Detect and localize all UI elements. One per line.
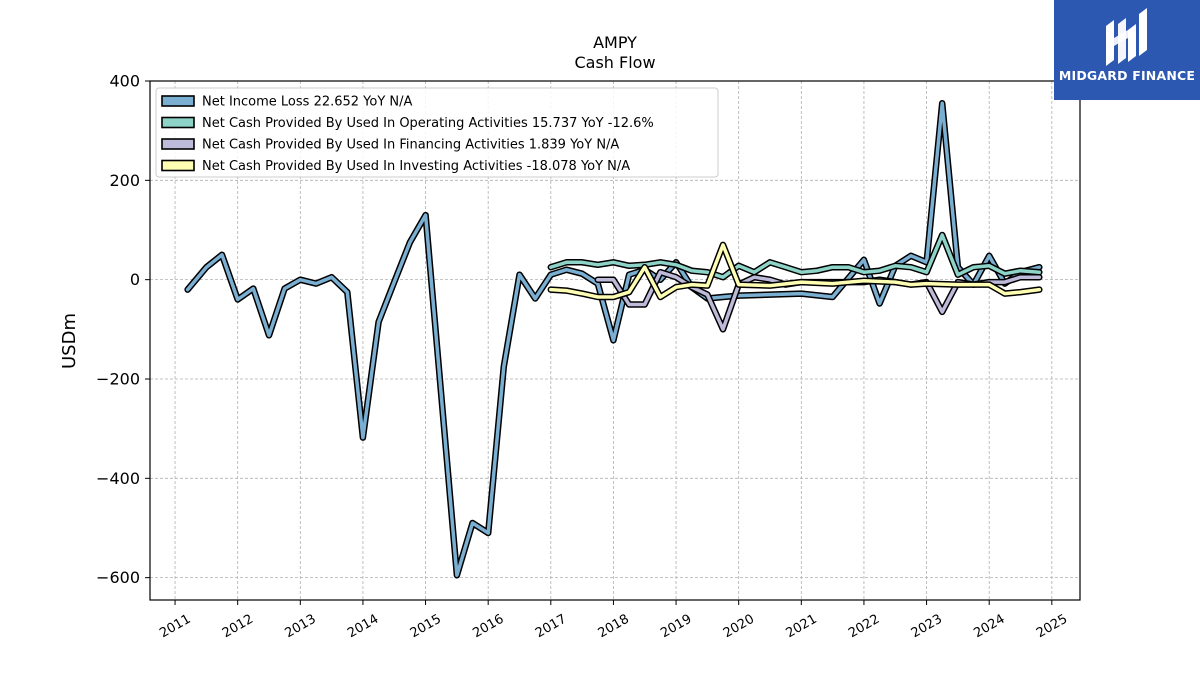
midgard-finance-logo: MIDGARD FINANCE — [1054, 0, 1200, 100]
x-tick-label: 2022 — [846, 612, 882, 642]
legend-entry: Net Income Loss 22.652 YoY N/A — [202, 95, 413, 110]
legend-box — [155, 87, 719, 178]
x-tick-label: 2021 — [783, 612, 819, 642]
legend-swatch — [161, 116, 195, 129]
x-tick-label: 2013 — [282, 612, 318, 642]
logo-text: MIDGARD FINANCE — [1058, 68, 1196, 83]
y-tick-label: −400 — [96, 469, 140, 488]
legend-swatch — [161, 95, 195, 107]
x-tick-label: 2011 — [157, 612, 193, 642]
legend-swatch — [161, 138, 195, 150]
midgard-m-logo-icon — [1106, 8, 1147, 66]
x-axis-ticks: 2011 2012 2013 2014 2015 2016 2017 2018 2019 2020… — [157, 600, 1070, 641]
legend: Net Income Loss 22.652 YoY N/A Net Cash P… — [155, 87, 719, 178]
x-tick-label: 2017 — [533, 612, 569, 642]
legend-entry: Net Cash Provided By Used In Investing A… — [202, 159, 630, 174]
series-line-0 — [185, 101, 1042, 577]
y-tick-label: 400 — [109, 72, 140, 91]
chart-title: AMPY — [593, 33, 637, 52]
x-tick-label: 2014 — [345, 612, 381, 642]
x-tick-label: 2025 — [1034, 612, 1070, 642]
y-axis-ticks: 400 200 0 −200 −400 −600 — [96, 72, 150, 587]
x-tick-label: 2019 — [658, 612, 694, 642]
chart-subtitle: Cash Flow — [574, 53, 655, 72]
x-tick-label: 2018 — [596, 612, 632, 642]
y-tick-label: 200 — [109, 171, 140, 190]
y-tick-label: −600 — [96, 568, 140, 587]
x-tick-label: 2015 — [408, 612, 444, 642]
x-tick-label: 2020 — [721, 612, 757, 642]
plot-frame — [149, 80, 1081, 601]
legend-entry: Net Cash Provided By Used In Financing A… — [202, 138, 619, 153]
series-lines — [184, 100, 1043, 579]
series-line-1 — [549, 233, 1042, 279]
legend-swatch — [161, 159, 195, 172]
x-tick-label: 2012 — [220, 612, 256, 642]
x-tick-label: 2023 — [909, 612, 945, 642]
x-tick-label: 2024 — [971, 612, 1007, 642]
y-tick-label: −200 — [96, 369, 140, 388]
y-tick-label: 0 — [130, 270, 140, 289]
series-line-3 — [549, 243, 1042, 299]
x-tick-label: 2016 — [470, 612, 506, 642]
legend-entry: Net Cash Provided By Used In Operating A… — [202, 116, 654, 131]
y-axis-label: USDm — [59, 313, 80, 369]
